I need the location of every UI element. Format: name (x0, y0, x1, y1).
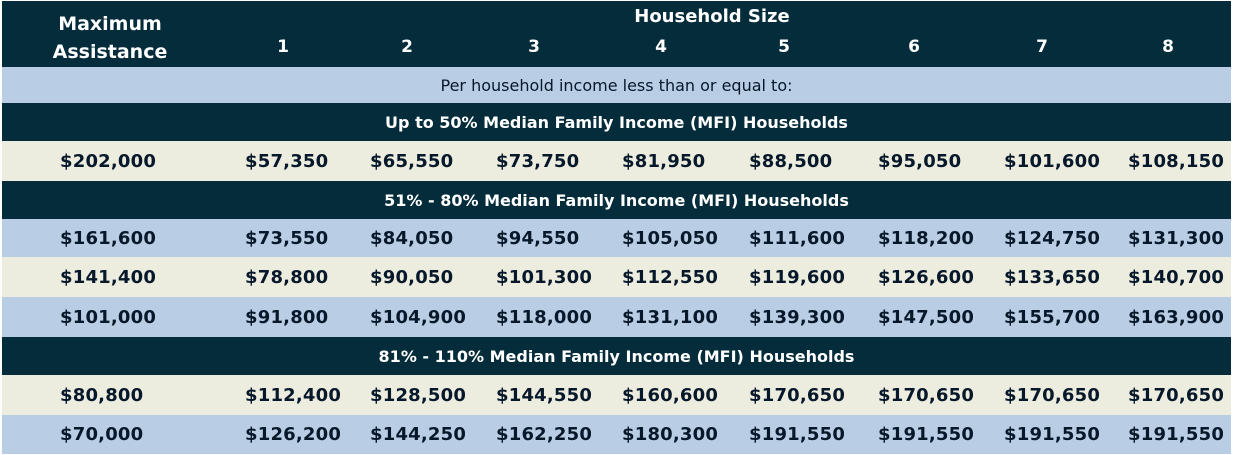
household-size-7: 7 (1036, 37, 1048, 57)
income-cell: $140,700 (1128, 266, 1225, 288)
income-subheader: Per household income less than or equal … (440, 75, 793, 95)
max-assistance-header-line2: Assistance (52, 41, 168, 63)
max-assistance-cell: $70,000 (60, 424, 144, 445)
income-cell: $94,550 (496, 227, 580, 249)
max-assistance-cell: $80,800 (60, 384, 144, 406)
income-cell: $118,000 (496, 306, 593, 328)
income-cell: $162,250 (496, 424, 593, 445)
max-assistance-cell: $101,000 (60, 306, 157, 328)
table-row: $141,400 $78,800 $90,050 $101,300 $112,5… (2, 257, 1231, 297)
income-cell: $170,650 (1004, 384, 1101, 406)
income-cell: $131,300 (1128, 227, 1225, 249)
income-cell: $112,400 (245, 384, 342, 406)
section-title-81-110-mfi: 81% - 110% Median Family Income (MFI) Ho… (378, 346, 855, 366)
income-cell: $101,300 (496, 266, 593, 288)
income-cell: $112,550 (622, 266, 719, 288)
income-cell: $160,600 (622, 384, 719, 406)
household-size-1: 1 (277, 37, 289, 57)
income-cell: $144,250 (370, 424, 467, 445)
table-row: $70,000 $126,200 $144,250 $162,250 $180,… (2, 415, 1231, 454)
table-row: $101,000 $91,800 $104,900 $118,000 $131,… (2, 297, 1231, 337)
income-cell: $126,200 (245, 424, 342, 445)
section-title-row: Up to 50% Median Family Income (MFI) Hou… (2, 103, 1231, 141)
income-cell: $124,750 (1004, 227, 1101, 249)
section-title-row: 81% - 110% Median Family Income (MFI) Ho… (2, 337, 1231, 375)
income-cell: $147,500 (878, 306, 975, 328)
income-cell: $118,200 (878, 227, 975, 249)
section-title-51-80-mfi: 51% - 80% Median Family Income (MFI) Hou… (384, 190, 849, 210)
income-cell: $126,600 (878, 266, 975, 288)
income-cell: $95,050 (878, 150, 962, 172)
income-cell: $131,100 (622, 306, 719, 328)
income-subheader-row: Per household income less than or equal … (2, 67, 1231, 103)
max-assistance-header: Maximum Assistance (50, 10, 170, 66)
max-assistance-cell: $141,400 (60, 266, 157, 288)
income-cell: $155,700 (1004, 306, 1101, 328)
household-size-4: 4 (655, 37, 667, 57)
income-cell: $191,550 (749, 424, 846, 445)
income-cell: $65,550 (370, 150, 454, 172)
table-row: $202,000 $57,350 $65,550 $73,750 $81,950… (2, 141, 1231, 181)
income-cell: $191,550 (1004, 424, 1101, 445)
income-cell: $144,550 (496, 384, 593, 406)
income-cell: $163,900 (1128, 306, 1225, 328)
max-assistance-header-line1: Maximum (58, 13, 162, 35)
income-cell: $78,800 (245, 266, 329, 288)
income-cell: $133,650 (1004, 266, 1101, 288)
household-size-header: Household Size (634, 6, 790, 27)
income-cell: $104,900 (370, 306, 467, 328)
income-cell: $191,550 (878, 424, 975, 445)
household-size-2: 2 (401, 37, 413, 57)
income-cell: $191,550 (1128, 424, 1225, 445)
income-cell: $73,750 (496, 150, 580, 172)
income-cell: $170,650 (749, 384, 846, 406)
income-cell: $88,500 (749, 150, 833, 172)
income-cell: $81,950 (622, 150, 706, 172)
household-size-6: 6 (908, 37, 920, 57)
income-cell: $119,600 (749, 266, 846, 288)
income-cell: $180,300 (622, 424, 719, 445)
table-header: Maximum Assistance Household Size 1 2 3 … (2, 1, 1231, 67)
income-cell: $73,550 (245, 227, 329, 249)
income-cell: $170,650 (878, 384, 975, 406)
household-size-5: 5 (778, 37, 790, 57)
income-cell: $90,050 (370, 266, 454, 288)
income-cell: $139,300 (749, 306, 846, 328)
table-row: $161,600 $73,550 $84,050 $94,550 $105,05… (2, 219, 1231, 257)
household-size-3: 3 (528, 37, 540, 57)
income-cell: $108,150 (1128, 150, 1225, 172)
income-cell: $91,800 (245, 306, 329, 328)
income-cell: $105,050 (622, 227, 719, 249)
income-cell: $170,650 (1128, 384, 1225, 406)
max-assistance-cell: $202,000 (60, 150, 157, 172)
income-cell: $57,350 (245, 150, 329, 172)
household-size-8: 8 (1162, 37, 1174, 57)
max-assistance-cell: $161,600 (60, 227, 157, 249)
income-cell: $111,600 (749, 227, 846, 249)
section-title-row: 51% - 80% Median Family Income (MFI) Hou… (2, 181, 1231, 219)
section-title-50-mfi: Up to 50% Median Family Income (MFI) Hou… (385, 112, 848, 132)
income-cell: $128,500 (370, 384, 467, 406)
income-cell: $84,050 (370, 227, 454, 249)
income-cell: $101,600 (1004, 150, 1101, 172)
table-row: $80,800 $112,400 $128,500 $144,550 $160,… (2, 375, 1231, 415)
